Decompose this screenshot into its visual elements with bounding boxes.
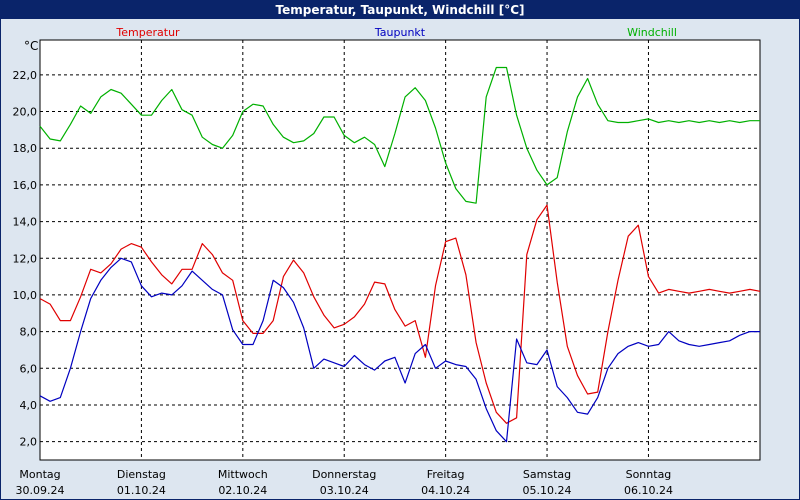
- chart-title: Temperatur, Taupunkt, Windchill [°C]: [1, 1, 799, 19]
- series-line-taupunkt: [39, 257, 760, 443]
- x-tick-day-label: Donnerstag: [312, 468, 376, 481]
- x-tick-date-label: 06.10.24: [624, 484, 673, 497]
- y-tick-label: 8,0: [20, 326, 38, 339]
- y-tick-label: 22,0: [13, 69, 38, 82]
- y-tick-label: 12,0: [13, 252, 38, 265]
- x-axis-ticks: Montag 30.09.24 Dienstag 01.10.24 Mittwoch 02…: [16, 468, 673, 497]
- series-lines: [39, 66, 761, 443]
- x-tick-day-label: Samstag: [523, 468, 571, 481]
- x-tick-date-label: 02.10.24: [218, 484, 267, 497]
- y-tick-label: 16,0: [13, 179, 38, 192]
- legend-entry-taupunkt: Taupunkt: [374, 26, 426, 39]
- y-tick-label: 6,0: [20, 362, 38, 375]
- x-tick-day-label: Dienstag: [117, 468, 166, 481]
- y-tick-label: 2,0: [20, 436, 38, 449]
- y-tick-label: 14,0: [13, 216, 38, 229]
- y-tick-label: 10,0: [13, 289, 38, 302]
- x-tick-date-label: 05.10.24: [523, 484, 572, 497]
- x-tick-date-label: 03.10.24: [320, 484, 369, 497]
- x-tick-day-label: Freitag: [427, 468, 465, 481]
- grid-lines: [40, 40, 760, 460]
- x-tick-date-label: 01.10.24: [117, 484, 166, 497]
- legend: Temperatur Taupunkt Windchill: [115, 26, 677, 39]
- y-axis-unit-label: °C: [24, 39, 38, 53]
- y-axis-ticks: 2,0 4,0 6,0 8,0 10,0 12,0 14,0 16,0 18,0 20,0 22,0: [13, 69, 38, 449]
- plot-area: [39, 39, 761, 461]
- x-tick-day-label: Sonntag: [626, 468, 672, 481]
- x-tick-day-label: Mittwoch: [218, 468, 268, 481]
- y-tick-label: 18,0: [13, 142, 38, 155]
- x-tick-day-label: Montag: [19, 468, 60, 481]
- x-tick-date-label: 30.09.24: [16, 484, 65, 497]
- legend-entry-windchill: Windchill: [627, 26, 677, 39]
- legend-entry-temperatur: Temperatur: [115, 26, 180, 39]
- x-tick-date-label: 04.10.24: [421, 484, 470, 497]
- y-tick-label: 4,0: [20, 399, 38, 412]
- y-tick-label: 20,0: [13, 106, 38, 119]
- series-line-windchill: [39, 66, 760, 204]
- series-line-temperatur: [39, 204, 761, 424]
